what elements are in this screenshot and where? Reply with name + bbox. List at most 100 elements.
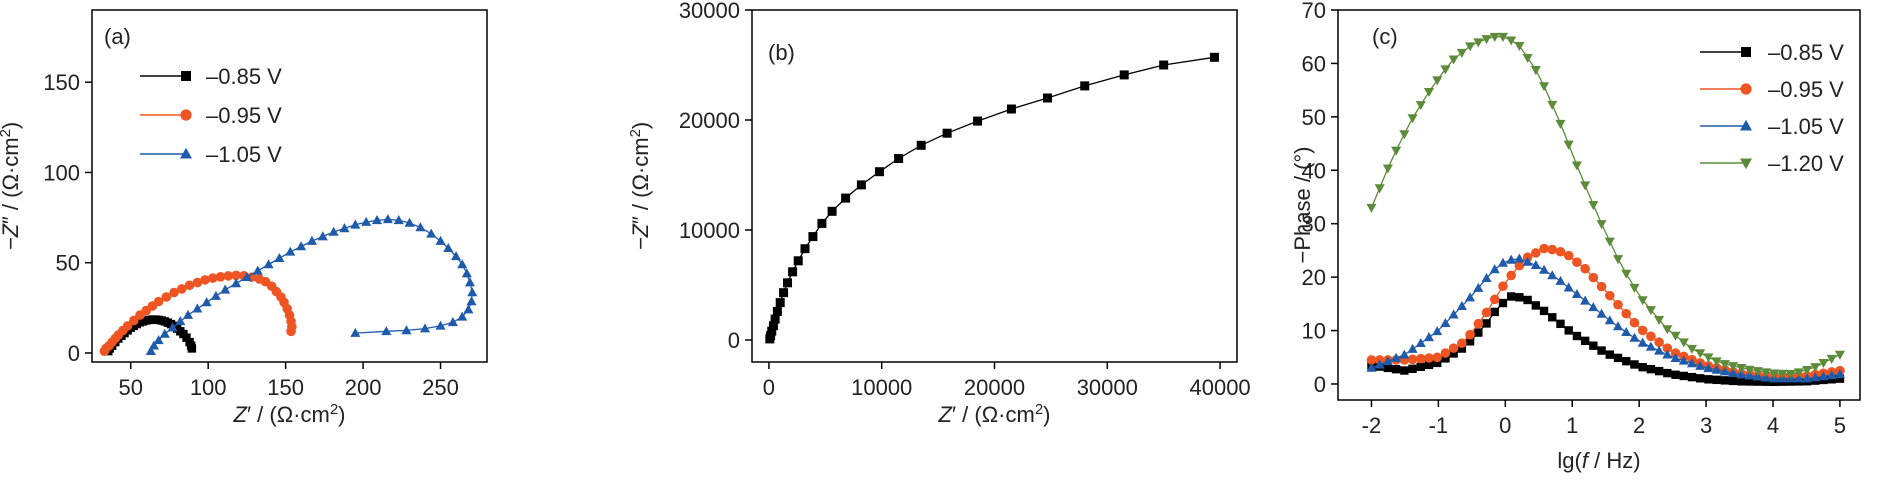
data-point: [1696, 374, 1705, 383]
series-3: [1366, 253, 1845, 383]
data-point: [450, 251, 462, 261]
data-point: [793, 256, 803, 266]
y-tick-label: 20: [1302, 265, 1326, 290]
data-point: [286, 326, 296, 337]
data-point: [1424, 353, 1434, 363]
plot-frame: [1337, 9, 1861, 401]
data-point: [1514, 41, 1525, 52]
legend-marker: [1740, 119, 1752, 131]
data-point: [466, 296, 477, 306]
data-point: [129, 315, 139, 326]
data-point: [1465, 292, 1476, 302]
data-point: [1818, 359, 1829, 369]
data-point: [1711, 357, 1722, 367]
series-1: [765, 52, 1219, 344]
data-point: [1440, 348, 1451, 358]
data-point: [1670, 352, 1681, 362]
data-point: [175, 316, 186, 326]
x-tick-label: 40000: [1189, 375, 1250, 400]
plot-frame: [91, 9, 488, 363]
data-point: [1449, 349, 1458, 358]
data-point: [210, 290, 221, 300]
data-point: [296, 241, 307, 251]
series-2: [1366, 243, 1845, 382]
data-point: [350, 219, 361, 229]
data-point: [1810, 363, 1821, 373]
data-point: [1769, 369, 1780, 379]
data-point: [1473, 318, 1484, 329]
data-point: [122, 321, 133, 331]
data-point: [1793, 368, 1804, 378]
series-line: [1370, 36, 1841, 375]
data-point: [1588, 201, 1599, 211]
data-point: [808, 232, 818, 242]
data-point: [1753, 377, 1762, 386]
data-point: [1400, 366, 1409, 375]
x-tick-label: -1: [1429, 413, 1449, 438]
data-point: [874, 167, 884, 177]
data-point: [1580, 181, 1591, 191]
data-point: [435, 235, 446, 245]
data-point: [1679, 371, 1688, 381]
data-point: [1539, 264, 1550, 274]
data-point: [1374, 184, 1385, 194]
data-point: [1629, 317, 1640, 328]
data-point: [274, 252, 285, 262]
data-point: [426, 228, 437, 238]
data-point: [1752, 367, 1763, 377]
data-point: [1448, 309, 1459, 319]
data-point: [1555, 275, 1566, 285]
data-point: [1720, 376, 1730, 385]
data-point: [1555, 246, 1566, 257]
data-point: [1465, 337, 1475, 346]
data-point: [1482, 319, 1491, 328]
data-point: [783, 278, 793, 288]
data-point: [1621, 308, 1632, 319]
data-point: [1645, 306, 1656, 316]
data-point: [1522, 256, 1533, 266]
y-tick-label: 20000: [679, 108, 740, 133]
legend-entry-label: –1.05 V: [1768, 114, 1844, 139]
data-point: [1637, 337, 1648, 347]
y-tick-label: 0: [728, 328, 740, 353]
data-point: [1448, 343, 1459, 353]
data-point: [1391, 146, 1402, 156]
data-point: [1826, 354, 1837, 364]
data-point: [1637, 296, 1648, 306]
data-point: [767, 326, 777, 336]
data-point: [148, 340, 160, 350]
data-point: [145, 345, 156, 355]
data-point: [1588, 302, 1599, 312]
data-point: [208, 273, 218, 283]
y-tick-label: 60: [1302, 51, 1326, 76]
legend-marker: [1741, 47, 1751, 57]
data-point: [317, 231, 328, 241]
x-axis-label: Z′ / (Ω·cm2): [232, 401, 345, 428]
data-point: [1663, 368, 1672, 378]
data-point: [772, 306, 782, 316]
data-point: [182, 309, 194, 319]
data-point: [1530, 260, 1541, 270]
x-tick-label: 0: [763, 375, 775, 400]
data-point: [404, 217, 415, 227]
data-point: [1457, 338, 1467, 349]
data-point: [371, 215, 383, 225]
data-point: [1834, 369, 1845, 379]
data-point: [1514, 253, 1525, 263]
data-point: [1374, 359, 1385, 369]
data-point: [1637, 325, 1648, 336]
data-point: [1382, 356, 1393, 366]
data-point: [1572, 257, 1582, 267]
data-point: [1835, 374, 1845, 383]
data-point: [241, 271, 252, 281]
data-point: [1612, 255, 1624, 265]
data-point: [1580, 295, 1591, 305]
x-axis-label: lg(f / Hz): [1557, 448, 1640, 473]
data-point: [182, 333, 191, 342]
data-point: [1563, 282, 1574, 292]
data-point: [215, 271, 226, 282]
legend-entry-label: –0.85 V: [1768, 40, 1844, 65]
data-point: [1415, 353, 1426, 364]
data-point: [1597, 346, 1606, 355]
